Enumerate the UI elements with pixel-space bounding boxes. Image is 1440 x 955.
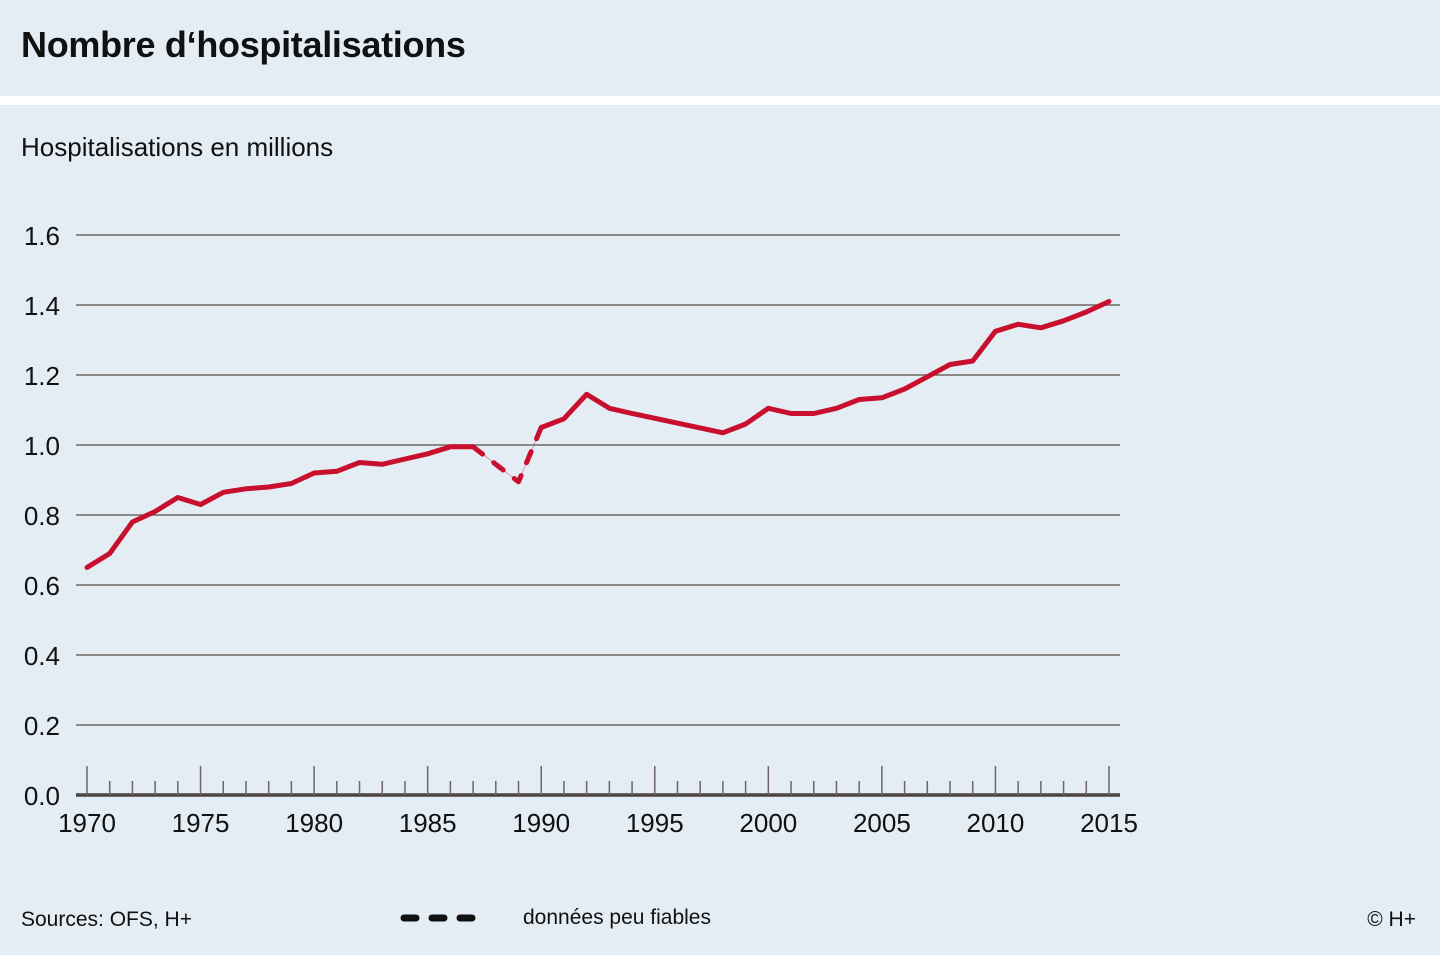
line-chart: 0.0 0.2 0.4 0.6 0.8 1.0 1.2 1.4 1.6 1970 1975 1980… (24, 221, 1138, 838)
legend-label: données peu fiables (523, 906, 711, 929)
title-divider (0, 96, 1440, 105)
title-bar: Nombre d‘hospitalisations (0, 0, 1440, 96)
y-tick-label: 0.6 (24, 571, 60, 601)
y-tick-label: 0.2 (24, 711, 60, 741)
x-tick-label: 2000 (739, 808, 797, 838)
x-tick-labels: 1970 1975 1980 1985 1990 1995 2000 2005 2010 2015 (58, 808, 1138, 838)
series-line-0 (84, 444, 476, 570)
x-tick-label: 2005 (853, 808, 911, 838)
y-tick-label: 1.0 (24, 431, 60, 461)
y-tick-label: 1.2 (24, 361, 60, 391)
chart-title: Nombre d‘hospitalisations (21, 24, 466, 65)
sources-text: Sources: OFS, H+ (21, 908, 192, 931)
grid-lines (76, 234, 1120, 726)
x-tick-label: 2010 (967, 808, 1025, 838)
x-tick-label: 1970 (58, 808, 116, 838)
x-tick-label: 2015 (1080, 808, 1138, 838)
y-tick-label: 0.0 (24, 781, 60, 811)
x-axis (76, 766, 1120, 797)
x-tick-label: 1995 (626, 808, 684, 838)
x-tick-label: 1975 (172, 808, 230, 838)
y-tick-labels: 0.0 0.2 0.4 0.6 0.8 1.0 1.2 1.4 1.6 (24, 221, 60, 811)
y-tick-label: 0.8 (24, 501, 60, 531)
series-line-2 (538, 299, 1112, 436)
y-tick-label: 1.4 (24, 291, 60, 321)
y-tick-label: 1.6 (24, 221, 60, 251)
legend: données peu fiables (400, 906, 711, 930)
legend-dashed-line-icon (400, 914, 486, 922)
x-tick-label: 1985 (399, 808, 457, 838)
y-tick-label: 0.4 (24, 641, 60, 671)
x-tick-label: 1990 (512, 808, 570, 838)
series-line-unreliable (470, 425, 544, 485)
y-axis-label: Hospitalisations en millions (21, 132, 334, 162)
copyright-text: © H+ (1367, 908, 1416, 931)
data-series (84, 299, 1112, 570)
x-tick-label: 1980 (285, 808, 343, 838)
